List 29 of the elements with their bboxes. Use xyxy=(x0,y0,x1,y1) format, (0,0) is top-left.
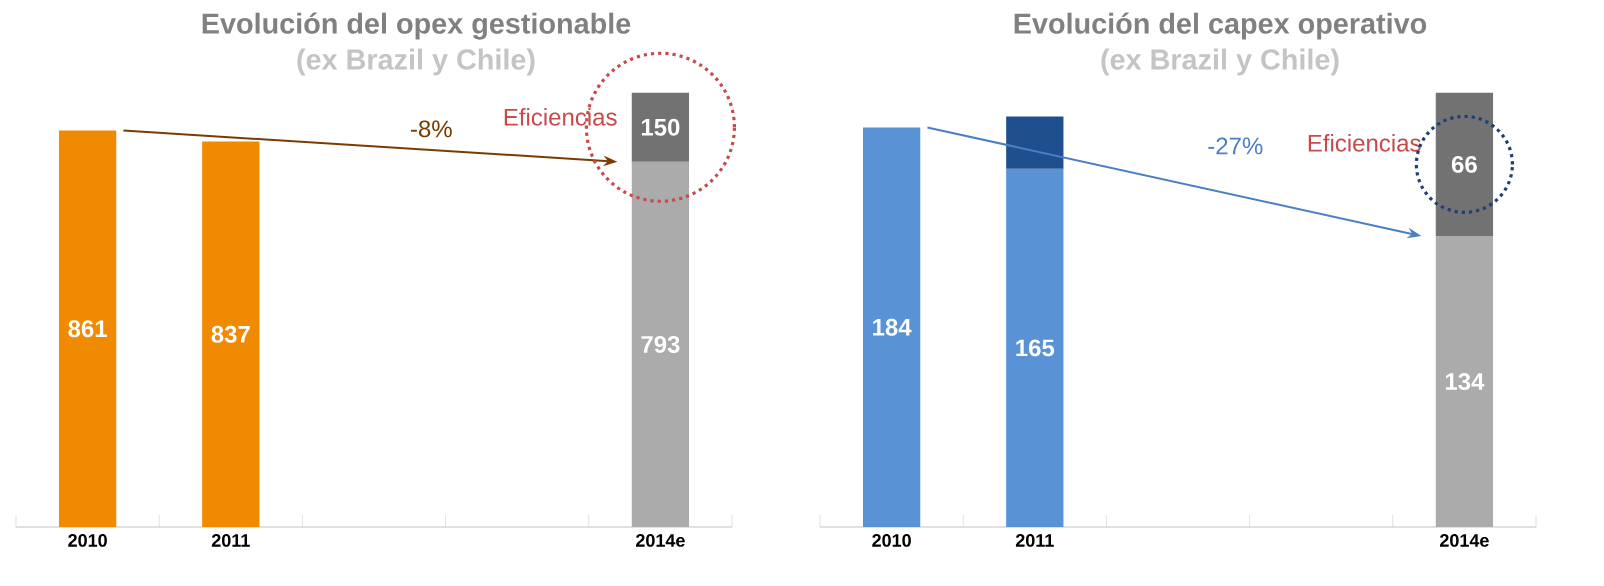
bar xyxy=(862,127,921,527)
x-tick-label: 2010 xyxy=(68,534,107,547)
data-label: 165 xyxy=(1016,339,1055,357)
bar xyxy=(1435,92,1494,237)
annotation: -8% xyxy=(411,120,452,138)
data-label: 861 xyxy=(68,320,107,338)
chart-subtitle: (ex Brazil y Chile) xyxy=(297,48,535,76)
x-tick-label: 2011 xyxy=(211,534,250,547)
x-tick-label: 2014e xyxy=(636,534,685,547)
annotation: -27% xyxy=(1208,137,1263,155)
bar xyxy=(1006,116,1064,169)
data-label: 793 xyxy=(641,335,680,353)
data-label: 837 xyxy=(211,325,250,343)
data-label: 184 xyxy=(873,318,912,336)
chart-title: Evolución del capex operativo xyxy=(1014,12,1427,40)
data-label: 66 xyxy=(1451,155,1477,173)
bar xyxy=(202,141,260,527)
annotation: Eficiencias xyxy=(504,108,617,126)
bar xyxy=(631,92,690,162)
x-tick-label: 2011 xyxy=(1015,534,1054,547)
x-tick-label: 2014e xyxy=(1440,534,1489,547)
data-label: 150 xyxy=(641,118,680,136)
bar xyxy=(1006,168,1064,527)
annotation: Eficiencias xyxy=(1308,134,1421,152)
bar xyxy=(58,130,117,527)
chart-subtitle: (ex Brazil y Chile) xyxy=(1101,48,1339,76)
x-tick-label: 2010 xyxy=(872,534,911,547)
chart-title: Evolución del opex gestionable xyxy=(202,12,631,40)
data-label: 134 xyxy=(1445,373,1485,391)
